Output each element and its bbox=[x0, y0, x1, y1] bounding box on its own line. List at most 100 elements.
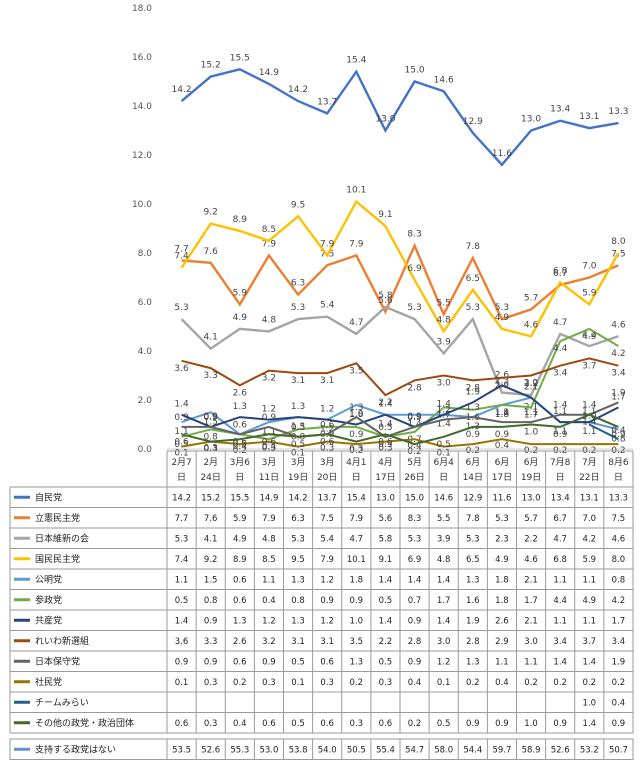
data-label: 0.9 bbox=[407, 412, 422, 422]
data-label: 6.5 bbox=[466, 274, 480, 284]
data-label: 5.3 bbox=[466, 303, 480, 313]
data-label: 3.4 bbox=[553, 369, 568, 379]
x-tick-label: 6月 bbox=[495, 457, 510, 468]
legend-entry: 日本保守党 bbox=[35, 655, 80, 667]
data-label: 4.6 bbox=[611, 320, 626, 330]
table-cell: 0.3 bbox=[262, 678, 276, 688]
table-cell: 1.1 bbox=[495, 657, 509, 667]
table-cell: 12.9 bbox=[463, 493, 482, 503]
data-label: 13.7 bbox=[317, 97, 337, 107]
table-cell: 1.2 bbox=[437, 657, 451, 667]
table-cell: 4.9 bbox=[583, 596, 597, 606]
data-label: 0.5 bbox=[291, 440, 305, 450]
series-line-0 bbox=[180, 68, 619, 167]
table-cell: 1.4 bbox=[408, 575, 422, 585]
data-label: 0.9 bbox=[553, 430, 568, 440]
x-tick-label: 日 bbox=[614, 472, 623, 483]
y-tick-label: 18.0 bbox=[132, 4, 152, 14]
table-cell: 3.1 bbox=[291, 637, 305, 647]
data-label: 0.8 bbox=[611, 434, 626, 444]
table-cell: 0.9 bbox=[612, 719, 626, 729]
x-tick-label: 日 bbox=[352, 472, 361, 483]
table-cell: 0.2 bbox=[350, 678, 364, 688]
table-cell: 55.3 bbox=[230, 745, 249, 755]
table-cell: 53.8 bbox=[289, 745, 308, 755]
table-cell: 0.2 bbox=[553, 678, 567, 688]
table-cell: 52.6 bbox=[551, 745, 570, 755]
data-label: 2.3 bbox=[495, 377, 509, 387]
table-cell: 9.5 bbox=[291, 555, 305, 565]
data-label: 3.2 bbox=[262, 374, 276, 384]
data-label: 1.4 bbox=[378, 400, 393, 410]
table-cell: 0.2 bbox=[612, 678, 626, 688]
data-label: 4.9 bbox=[233, 313, 248, 323]
data-label: 15.2 bbox=[201, 61, 221, 71]
table-cell: 1.4 bbox=[175, 616, 189, 626]
data-label: 0.4 bbox=[233, 442, 248, 452]
table-cell: 0.4 bbox=[495, 678, 509, 688]
y-tick-label: 10.0 bbox=[132, 200, 152, 210]
data-label: 4.2 bbox=[611, 349, 625, 359]
table-cell: 14.6 bbox=[434, 493, 453, 503]
data-label: 14.9 bbox=[259, 68, 279, 78]
table-cell: 3.4 bbox=[612, 637, 626, 647]
table-cell: 59.7 bbox=[492, 745, 511, 755]
table-cell: 0.9 bbox=[408, 616, 422, 626]
x-tick-label: 日 bbox=[556, 472, 565, 483]
table-cell: 5.9 bbox=[233, 514, 247, 524]
data-label: 1.7 bbox=[611, 392, 625, 402]
y-tick-label: 8.0 bbox=[138, 249, 153, 259]
table-cell: 1.1 bbox=[583, 616, 597, 626]
data-label: 7.4 bbox=[174, 252, 189, 262]
data-label: 0.6 bbox=[378, 437, 393, 447]
data-label: 0.9 bbox=[204, 412, 219, 422]
table-cell: 3.2 bbox=[262, 637, 276, 647]
x-tick-label: 4月 bbox=[378, 457, 393, 468]
data-label: 0.3 bbox=[204, 444, 218, 454]
table-cell: 0.5 bbox=[437, 719, 451, 729]
table-cell: 0.4 bbox=[612, 698, 626, 708]
data-label: 0.9 bbox=[349, 430, 364, 440]
table-cell: 1.0 bbox=[583, 698, 597, 708]
data-label: 13.0 bbox=[375, 115, 395, 125]
table-cell: 1.4 bbox=[379, 616, 393, 626]
table-cell: 6.3 bbox=[291, 514, 305, 524]
table-cell: 0.9 bbox=[495, 719, 509, 729]
data-label: 1.9 bbox=[466, 387, 481, 397]
data-label: 1.4 bbox=[437, 420, 452, 430]
table-cell: 0.3 bbox=[204, 719, 218, 729]
table-cell: 3.6 bbox=[175, 637, 189, 647]
table-cell: 0.9 bbox=[350, 596, 364, 606]
table-cell: 1.6 bbox=[466, 596, 480, 606]
x-tick-label: 2月 bbox=[203, 457, 218, 468]
data-label: 6.3 bbox=[291, 279, 305, 289]
data-label: 4.2 bbox=[582, 330, 596, 340]
series-line-9 bbox=[181, 438, 619, 448]
legend-entry: チームみらい bbox=[35, 697, 89, 708]
table-cell: 1.3 bbox=[466, 657, 480, 667]
table-cell: 1.1 bbox=[175, 575, 189, 585]
data-label: 0.6 bbox=[233, 420, 248, 430]
table-cell: 1.3 bbox=[466, 575, 480, 585]
data-label: 9.5 bbox=[291, 200, 305, 210]
table-cell: 1.1 bbox=[553, 575, 567, 585]
data-label: 1.1 bbox=[495, 408, 509, 418]
table-cell: 0.2 bbox=[524, 678, 538, 688]
table-cell: 4.7 bbox=[553, 534, 567, 544]
legend-entry: れいわ新選組 bbox=[35, 635, 89, 647]
series-line-2 bbox=[180, 305, 619, 397]
table-cell: 4.8 bbox=[437, 555, 451, 565]
table-cell: 1.2 bbox=[262, 616, 276, 626]
table-cell: 7.5 bbox=[320, 514, 334, 524]
table-cell: 8.3 bbox=[408, 514, 422, 524]
series-line-3 bbox=[180, 199, 620, 338]
table-cell: 2.8 bbox=[408, 637, 422, 647]
table-cell: 1.9 bbox=[466, 616, 480, 626]
data-label: 1.1 bbox=[553, 427, 567, 437]
table-cell: 0.5 bbox=[379, 657, 393, 667]
x-tick-label: 20日 bbox=[317, 472, 337, 483]
data-label: 2.9 bbox=[495, 381, 510, 391]
table-cell: 4.6 bbox=[524, 555, 538, 565]
data-label: 0.3 bbox=[262, 444, 276, 454]
